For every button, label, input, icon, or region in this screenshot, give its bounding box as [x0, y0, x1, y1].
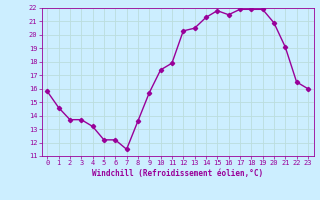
X-axis label: Windchill (Refroidissement éolien,°C): Windchill (Refroidissement éolien,°C) — [92, 169, 263, 178]
